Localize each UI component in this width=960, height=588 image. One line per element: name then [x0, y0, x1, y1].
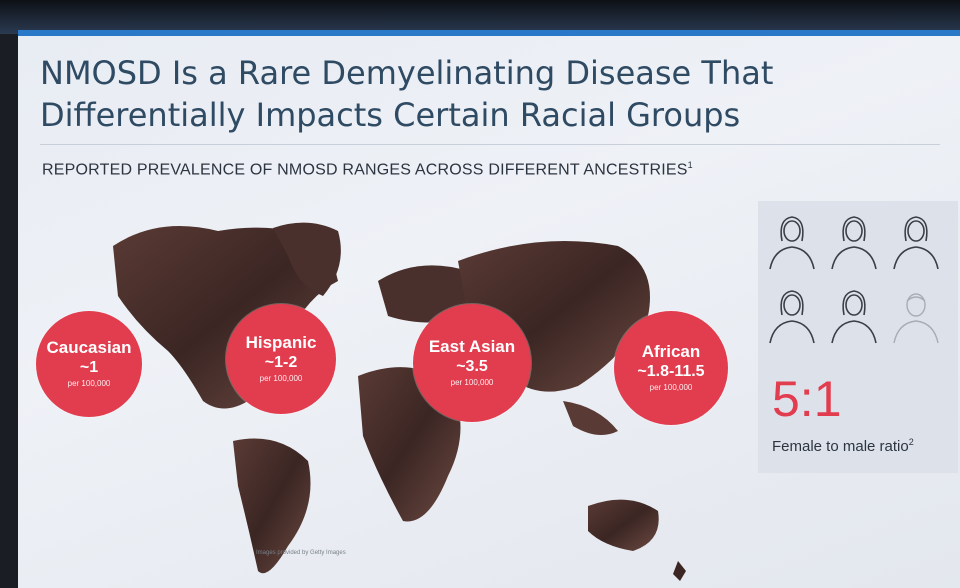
continent-australia — [588, 499, 659, 551]
ratio-footnote-ref: 2 — [908, 437, 914, 447]
subtitle-footnote-ref: 1 — [687, 160, 693, 170]
female-icon — [893, 216, 939, 270]
continent-south-america — [233, 438, 311, 574]
female-icon — [831, 216, 877, 270]
ratio-label-text: Female to male ratio — [772, 438, 909, 455]
group-prevalence: ~1-2 — [264, 354, 298, 371]
group-unit: per 100,000 — [649, 383, 693, 392]
group-name: East Asian — [428, 337, 516, 356]
continent-north-america — [113, 226, 338, 409]
slide-title-line2: Differentially Impacts Certain Racial Gr… — [40, 96, 741, 134]
group-unit: per 100,000 — [67, 379, 111, 388]
bubble-east-asian: East Asian ~3.5 per 100,000 — [413, 304, 531, 422]
female-icon — [769, 216, 815, 270]
bubble-hispanic: Hispanic ~1-2 per 100,000 — [226, 304, 336, 414]
group-name: Hispanic — [245, 333, 317, 352]
title-divider — [40, 144, 940, 145]
group-name: African — [641, 342, 701, 361]
group-unit: per 100,000 — [259, 374, 303, 383]
sex-ratio-panel: 5:1 Female to male ratio2 — [758, 201, 958, 473]
image-credit: Images provided by Getty Images — [256, 550, 346, 556]
bubble-african: African ~1.8-11.5 per 100,000 — [614, 311, 728, 425]
screen-top-bezel — [0, 0, 960, 34]
slide-subtitle: REPORTED PREVALENCE OF NMOSD RANGES ACRO… — [42, 160, 693, 179]
ratio-value: 5:1 — [772, 371, 842, 427]
group-prevalence: ~1 — [79, 359, 99, 376]
female-icon — [769, 290, 815, 344]
group-name: Caucasian — [46, 338, 132, 357]
continent-new-zealand — [673, 561, 686, 581]
slide-title: NMOSD Is a Rare Demyelinating Disease Th… — [40, 52, 773, 136]
group-unit: per 100,000 — [450, 378, 494, 387]
bubble-caucasian: Caucasian ~1 per 100,000 — [36, 311, 142, 417]
slide: NMOSD Is a Rare Demyelinating Disease Th… — [18, 30, 960, 588]
group-prevalence: ~1.8-11.5 — [637, 363, 705, 380]
slide-title-line1: NMOSD Is a Rare Demyelinating Disease Th… — [40, 54, 774, 92]
slide-subtitle-text: REPORTED PREVALENCE OF NMOSD RANGES ACRO… — [42, 161, 688, 179]
group-prevalence: ~3.5 — [456, 358, 488, 375]
male-icon — [893, 293, 939, 344]
continent-se-asia — [563, 401, 618, 435]
ratio-label: Female to male ratio2 — [772, 437, 914, 455]
continent-greenland — [273, 222, 341, 296]
female-icon — [831, 290, 877, 344]
